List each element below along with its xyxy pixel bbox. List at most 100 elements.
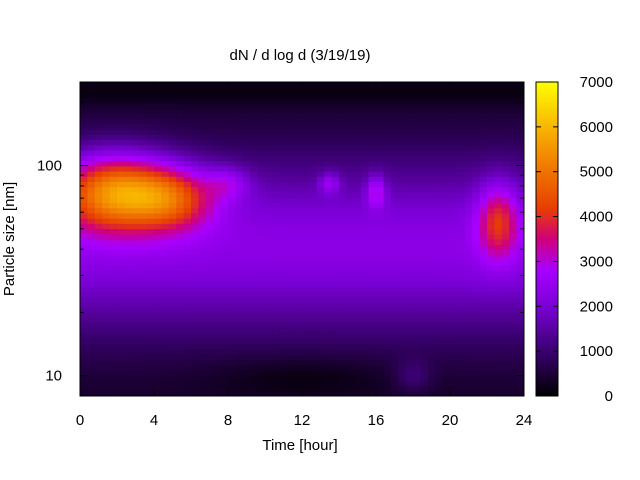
heatmap-cell: [265, 317, 273, 324]
heatmap-cell: [213, 265, 222, 271]
heatmap-cell: [309, 333, 318, 340]
heatmap-cell: [213, 354, 222, 360]
heatmap-cell: [509, 239, 518, 245]
heatmap-cell: [324, 359, 333, 366]
heatmap-cell: [302, 155, 310, 162]
heatmap-cell: [220, 254, 229, 261]
heatmap-cell: [331, 380, 340, 387]
heatmap-cell: [516, 134, 524, 141]
heatmap-cell: [213, 380, 222, 387]
heatmap-cell: [405, 92, 414, 99]
heatmap-cell: [183, 343, 192, 350]
heatmap-cell: [94, 280, 103, 287]
heatmap-cell: [250, 254, 259, 261]
heatmap-cell: [102, 170, 111, 177]
heatmap-cell: [390, 354, 399, 360]
heatmap-cell: [220, 160, 229, 167]
heatmap-cell: [494, 160, 503, 167]
heatmap-cell: [213, 385, 222, 392]
heatmap-cell: [368, 118, 377, 125]
heatmap-cell: [279, 343, 288, 350]
heatmap-cell: [398, 265, 407, 271]
heatmap-cell: [80, 212, 88, 219]
heatmap-cell: [316, 390, 325, 396]
heatmap-cell: [279, 113, 288, 120]
heatmap-cell: [309, 385, 318, 392]
heatmap-cell: [213, 375, 222, 381]
heatmap-cell: [331, 113, 340, 120]
heatmap-cell: [131, 312, 140, 319]
heatmap-cell: [265, 176, 273, 183]
heatmap-cell: [309, 354, 318, 360]
heatmap-cell: [294, 160, 303, 167]
heatmap-cell: [390, 118, 399, 125]
heatmap-cell: [154, 322, 162, 329]
heatmap-cell: [324, 87, 333, 94]
heatmap-cell: [479, 317, 488, 324]
heatmap-cell: [442, 322, 451, 329]
heatmap-cell: [390, 280, 399, 287]
heatmap-cell: [235, 233, 244, 240]
heatmap-cell: [509, 265, 518, 271]
heatmap-cell: [487, 244, 495, 251]
heatmap-cell: [198, 369, 207, 376]
heatmap-cell: [494, 254, 503, 261]
heatmap-cell: [102, 275, 111, 282]
heatmap-cell: [413, 286, 421, 292]
heatmap-cell: [398, 307, 407, 313]
heatmap-cell: [139, 369, 148, 376]
heatmap-cell: [242, 139, 251, 146]
heatmap-cell: [228, 270, 236, 277]
heatmap-cell: [398, 275, 407, 282]
heatmap-cell: [183, 327, 192, 334]
heatmap-cell: [272, 134, 281, 141]
heatmap-cell: [154, 181, 162, 188]
heatmap-cell: [183, 333, 192, 340]
heatmap-cell: [257, 197, 266, 203]
heatmap-cell: [427, 307, 436, 313]
heatmap-cell: [302, 144, 310, 151]
heatmap-cell: [205, 254, 214, 261]
heatmap-cell: [213, 270, 222, 277]
heatmap-cell: [450, 338, 458, 345]
heatmap-cell: [516, 207, 524, 214]
heatmap-cell: [191, 380, 199, 387]
heatmap-cell: [420, 202, 429, 209]
heatmap-cell: [494, 97, 503, 104]
heatmap-cell: [94, 212, 103, 219]
heatmap-cell: [294, 375, 303, 381]
heatmap-cell: [405, 275, 414, 282]
heatmap-cell: [109, 322, 118, 329]
heatmap-cell: [472, 176, 481, 183]
heatmap-cell: [109, 218, 118, 224]
heatmap-cell: [435, 181, 444, 188]
heatmap-cell: [442, 202, 451, 209]
heatmap-cell: [383, 207, 392, 214]
heatmap-cell: [361, 369, 370, 376]
heatmap-cell: [324, 338, 333, 345]
heatmap-cell: [383, 270, 392, 277]
heatmap-cell: [109, 239, 118, 245]
heatmap-cell: [287, 144, 296, 151]
heatmap-cell: [427, 181, 436, 188]
heatmap-cell: [420, 129, 429, 135]
heatmap-cell: [257, 102, 266, 109]
heatmap-cell: [339, 359, 347, 366]
heatmap-cell: [501, 160, 510, 167]
heatmap-cell: [450, 108, 458, 114]
heatmap-cell: [242, 369, 251, 376]
heatmap-cell: [413, 223, 421, 230]
heatmap-cell: [235, 390, 244, 396]
heatmap-cell: [442, 327, 451, 334]
heatmap-cell: [501, 375, 510, 381]
heatmap-cell: [494, 82, 503, 88]
heatmap-cell: [154, 385, 162, 392]
heatmap-cell: [457, 223, 466, 230]
heatmap-cell: [117, 364, 125, 371]
heatmap-cell: [154, 139, 162, 146]
heatmap-cell: [339, 275, 347, 282]
heatmap-cell: [516, 270, 524, 277]
heatmap-cell: [272, 92, 281, 99]
heatmap-cell: [346, 113, 355, 120]
heatmap-cell: [405, 259, 414, 266]
